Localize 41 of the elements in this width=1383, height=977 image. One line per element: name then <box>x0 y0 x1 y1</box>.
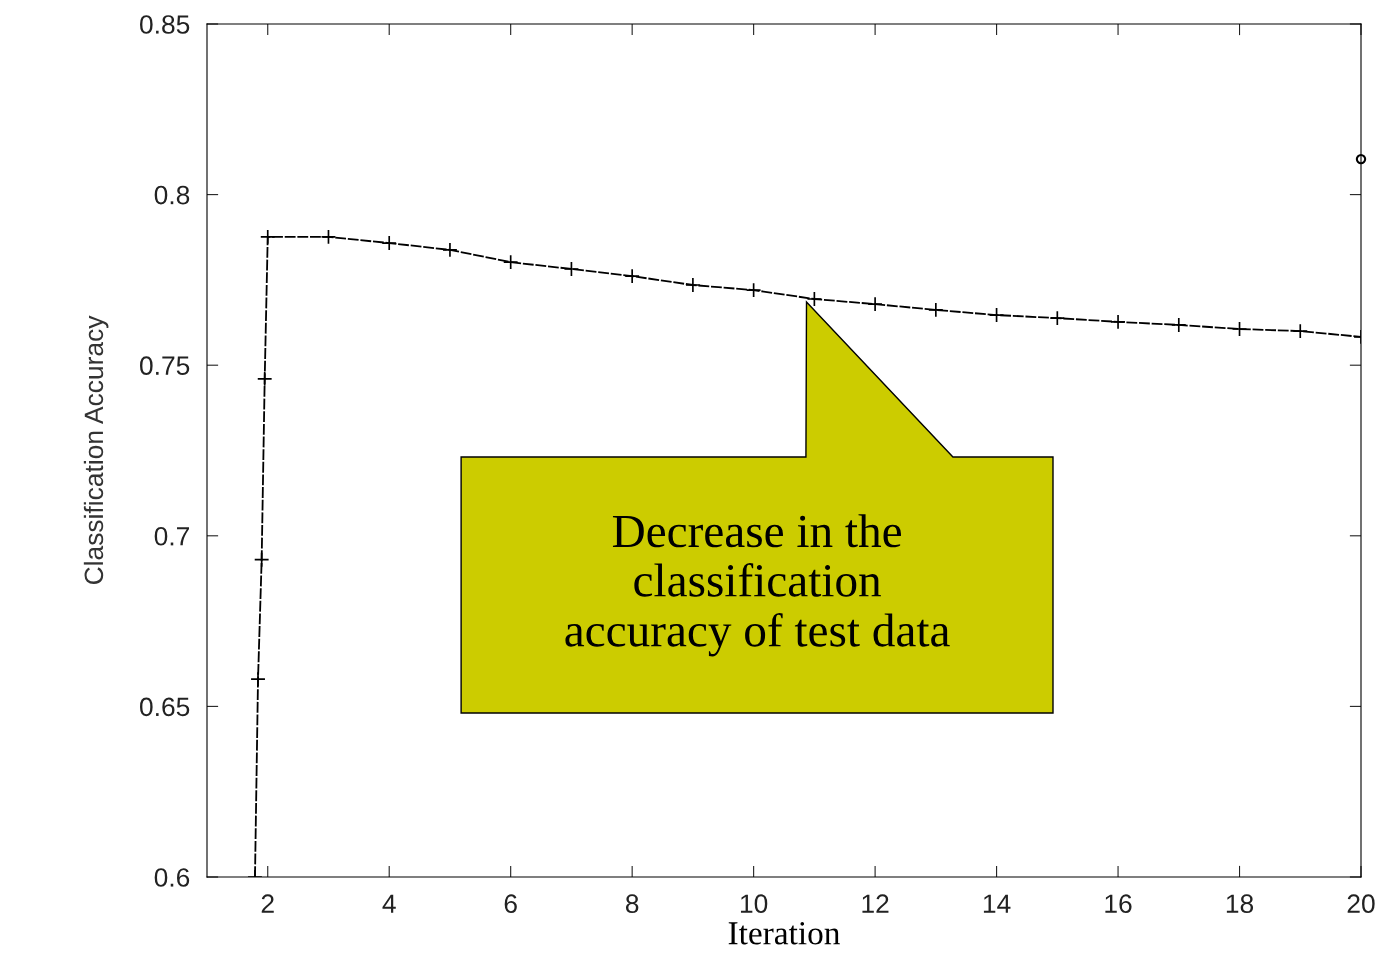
y-tick-label: 0.6 <box>154 868 190 887</box>
annotation: Decrease in the classification accuracy of test data <box>565 514 950 657</box>
x-tick-label: 6 <box>504 894 517 914</box>
x-tick-label: 12 <box>862 894 889 913</box>
point <box>1171 317 1187 333</box>
point <box>250 671 266 687</box>
point <box>988 307 1005 323</box>
x-tick-label: 20 <box>1347 894 1375 914</box>
point <box>563 261 580 277</box>
point <box>320 229 337 245</box>
point <box>442 242 458 258</box>
point <box>745 282 762 298</box>
point <box>685 277 701 293</box>
y-tick-label: 0.8 <box>154 185 190 205</box>
x-tick-label: 16 <box>1105 894 1132 914</box>
point <box>1292 323 1309 339</box>
point <box>253 551 270 568</box>
y-axis-title: Classification Accuracy <box>83 315 109 585</box>
point <box>1110 314 1126 330</box>
point <box>624 268 640 284</box>
point <box>259 229 276 245</box>
point <box>928 302 944 318</box>
x-tick-label: 4 <box>382 894 396 913</box>
y-tick-label: 0.85 <box>140 15 190 34</box>
x-tick-label: 2 <box>261 894 274 913</box>
x-tick-label: 18 <box>1226 894 1254 914</box>
x-tick-label: 14 <box>983 894 1011 913</box>
x-axis-title: Iteration <box>728 922 840 945</box>
point <box>1231 321 1248 337</box>
point <box>806 291 823 307</box>
y-tick-label: 0.65 <box>140 697 190 717</box>
x-tick-label: 10 <box>740 894 768 914</box>
point <box>256 371 273 387</box>
y-tick-label: 0.75 <box>140 356 190 376</box>
point <box>381 235 397 251</box>
y-tick-label: 0.7 <box>154 526 190 546</box>
x-tick-label: 8 <box>625 894 639 914</box>
point <box>1049 310 1066 326</box>
point <box>502 254 519 270</box>
point <box>1355 153 1367 165</box>
point <box>867 296 883 312</box>
